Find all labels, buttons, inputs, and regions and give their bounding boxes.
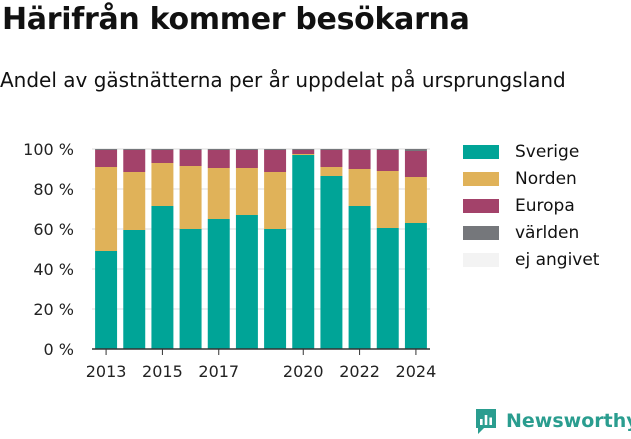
bar-segment [320,176,343,349]
bar-segment [320,149,343,150]
bar-segment [123,150,146,172]
legend-label: ej angivet [515,249,600,270]
x-tick-label: 2017 [198,362,239,381]
bar-segment [235,168,258,215]
bar-segment [292,149,315,150]
bar-segment [376,228,399,349]
bar-segment [151,149,174,150]
bar-segment [207,219,230,349]
bar-segment [404,149,427,151]
bar-segment [264,150,287,172]
bar-segment [348,169,371,206]
bar-segment [404,177,427,223]
legend-item: ej angivet [463,246,599,273]
y-tick-label: 20 % [33,300,74,319]
bar-segment [292,155,315,349]
legend-item: Sverige [463,138,599,165]
brand-name: Newsworthy [506,410,631,432]
legend-label: Sverige [515,141,580,162]
bar-segment [95,251,118,349]
y-tick-label: 0 % [44,340,74,359]
x-tick-label: 2013 [86,362,127,381]
chart-subtitle: Andel av gästnätterna per år uppdelat på… [0,68,566,92]
y-tick-label: 100 % [23,140,74,159]
x-tick-label: 2022 [339,362,380,381]
bar-segment [179,166,202,229]
chart-legend: Sverige Norden Europa världen ej angivet [463,138,599,273]
newsworthy-brand: Newsworthy [474,407,631,435]
bar-segment [235,149,258,150]
x-tick-label: 2020 [283,362,324,381]
legend-swatch [463,144,499,159]
y-tick-label: 80 % [33,180,74,199]
bar-segment [151,206,174,349]
bar-segment [207,150,230,168]
y-tick-label: 40 % [33,260,74,279]
bar-segment [376,150,399,171]
bar-segment [348,150,371,169]
legend-swatch [463,225,499,240]
bar-segment [264,229,287,349]
bar-segment [264,172,287,229]
legend-item: Norden [463,165,599,192]
legend-item: Europa [463,192,599,219]
bar-segment [95,150,118,167]
newsworthy-logo-icon [476,409,496,434]
legend-label: Norden [515,168,577,189]
bar-segment [348,206,371,349]
x-tick-label: 2024 [396,362,437,381]
legend-swatch [463,252,499,267]
bar-segment [404,223,427,349]
legend-swatch [463,171,499,186]
bar-segment [179,150,202,166]
bar-segment [179,229,202,349]
bar-segment [123,230,146,349]
bar-segment [179,149,202,150]
bar-segment [376,171,399,228]
bar-segment [151,150,174,163]
bar-segment [95,149,118,150]
bar-segment [235,215,258,349]
legend-swatch [463,198,499,213]
chart-title: Härifrån kommer besökarna [2,2,470,37]
bar-segment [123,172,146,230]
bar-segment [95,167,118,251]
legend-label: Europa [515,195,575,216]
legend-item: världen [463,219,599,246]
legend-label: världen [515,222,580,243]
bar-segment [151,163,174,206]
bar-segment [292,150,315,154]
bar-segment [376,149,399,150]
y-tick-label: 60 % [33,220,74,239]
bar-segment [292,154,315,155]
bar-segment [264,149,287,150]
bar-segment [320,150,343,167]
bar-segment [235,150,258,168]
bar-segment [207,149,230,150]
bar-segment [207,168,230,219]
x-tick-label: 2015 [142,362,183,381]
bar-segment [320,167,343,176]
stacked-bar-chart: 0 % 20 % 40 % 60 % 80 % 100 % 2013 2015 2017 2020… [23,140,437,381]
bar-segment [404,151,427,177]
bar-segment [348,149,371,150]
bar-segment [123,149,146,150]
